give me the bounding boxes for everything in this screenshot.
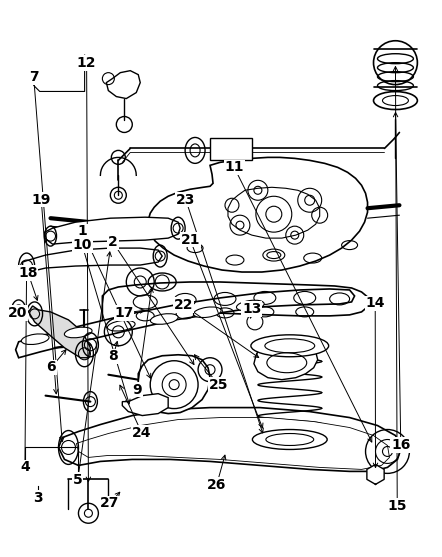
Text: 27: 27 <box>100 496 120 510</box>
Text: 1: 1 <box>77 224 87 238</box>
Text: 5: 5 <box>73 472 83 486</box>
Ellipse shape <box>21 334 49 345</box>
Ellipse shape <box>236 300 264 311</box>
Bar <box>210 139 252 160</box>
Text: 2: 2 <box>108 236 118 250</box>
Polygon shape <box>23 248 162 272</box>
Ellipse shape <box>65 327 92 338</box>
Text: 12: 12 <box>77 56 96 70</box>
Text: 4: 4 <box>20 460 30 474</box>
Polygon shape <box>367 465 384 485</box>
Polygon shape <box>15 289 354 358</box>
Text: 19: 19 <box>31 193 51 207</box>
Text: 14: 14 <box>366 296 385 310</box>
Text: 18: 18 <box>18 266 38 280</box>
Text: 24: 24 <box>132 426 152 440</box>
Text: 20: 20 <box>8 306 27 320</box>
Text: 13: 13 <box>242 302 262 316</box>
Text: 10: 10 <box>72 238 92 252</box>
Text: 23: 23 <box>176 193 195 207</box>
Polygon shape <box>138 355 210 414</box>
Ellipse shape <box>373 91 417 110</box>
Polygon shape <box>29 306 91 358</box>
Ellipse shape <box>107 320 135 331</box>
Text: 21: 21 <box>180 233 200 247</box>
Polygon shape <box>228 187 320 238</box>
Ellipse shape <box>252 429 327 449</box>
Polygon shape <box>58 408 401 471</box>
Polygon shape <box>103 282 368 328</box>
Text: 22: 22 <box>174 298 193 312</box>
Ellipse shape <box>251 335 329 356</box>
Text: 16: 16 <box>391 438 411 452</box>
Circle shape <box>150 361 198 409</box>
Text: 25: 25 <box>209 378 229 392</box>
Text: 3: 3 <box>33 491 43 505</box>
Polygon shape <box>148 158 368 272</box>
Polygon shape <box>45 217 180 244</box>
Ellipse shape <box>150 314 178 324</box>
Polygon shape <box>122 394 168 416</box>
Text: 6: 6 <box>46 360 56 374</box>
Text: 15: 15 <box>388 499 407 513</box>
Text: 17: 17 <box>114 306 134 320</box>
Polygon shape <box>254 346 318 380</box>
Text: 7: 7 <box>29 71 38 85</box>
Text: 8: 8 <box>108 349 118 363</box>
Text: 11: 11 <box>225 160 244 174</box>
Polygon shape <box>76 418 389 470</box>
Text: 26: 26 <box>207 478 226 492</box>
Ellipse shape <box>194 307 221 317</box>
Polygon shape <box>107 71 140 99</box>
Text: 9: 9 <box>133 383 142 397</box>
